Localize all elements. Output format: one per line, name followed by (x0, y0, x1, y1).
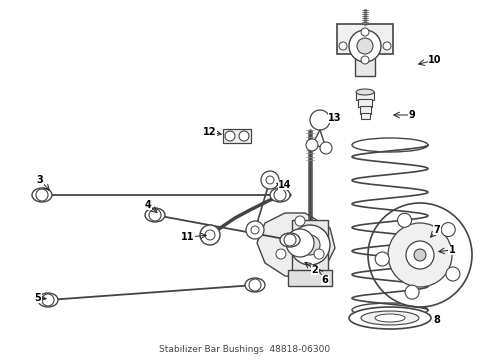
Circle shape (357, 38, 373, 54)
Circle shape (361, 56, 369, 64)
Ellipse shape (352, 303, 428, 317)
Circle shape (261, 171, 279, 189)
Ellipse shape (32, 188, 52, 202)
Ellipse shape (375, 314, 405, 322)
Circle shape (406, 241, 434, 269)
Bar (355, 54, 375, 76)
Ellipse shape (145, 208, 165, 222)
Circle shape (246, 221, 264, 239)
Circle shape (349, 30, 381, 62)
Ellipse shape (356, 89, 374, 95)
Circle shape (274, 189, 286, 201)
Text: 10: 10 (428, 55, 442, 65)
Bar (361, 113, 370, 119)
Ellipse shape (225, 131, 235, 141)
Ellipse shape (349, 307, 431, 329)
Bar (358, 99, 372, 107)
Circle shape (300, 235, 320, 255)
Circle shape (368, 203, 472, 307)
Circle shape (361, 28, 369, 36)
Ellipse shape (38, 293, 58, 307)
Text: 13: 13 (328, 113, 342, 123)
Text: 4: 4 (145, 200, 151, 210)
Bar (337, 24, 393, 54)
Circle shape (383, 42, 391, 50)
Ellipse shape (352, 138, 428, 152)
Text: 5: 5 (35, 293, 41, 303)
Bar (292, 220, 328, 275)
Circle shape (320, 142, 332, 154)
Circle shape (397, 213, 412, 227)
Text: 9: 9 (409, 110, 416, 120)
Circle shape (314, 249, 324, 259)
Circle shape (276, 249, 286, 259)
Circle shape (284, 234, 296, 246)
Circle shape (36, 189, 48, 201)
Circle shape (295, 216, 305, 226)
Text: 1: 1 (449, 245, 455, 255)
Circle shape (249, 279, 261, 291)
Circle shape (446, 267, 460, 281)
Circle shape (339, 42, 347, 50)
Circle shape (251, 226, 259, 234)
Bar (360, 106, 371, 114)
Text: 3: 3 (37, 175, 44, 185)
Text: 11: 11 (181, 232, 195, 242)
Text: 2: 2 (312, 265, 318, 275)
Text: 6: 6 (321, 275, 328, 285)
Circle shape (42, 294, 54, 306)
Bar (288, 270, 332, 286)
Bar (223, 129, 251, 143)
Text: Stabilizer Bar Bushings  48818-06300: Stabilizer Bar Bushings 48818-06300 (159, 345, 331, 354)
Circle shape (414, 249, 426, 261)
Circle shape (375, 252, 389, 266)
Text: 14: 14 (278, 180, 292, 190)
Circle shape (205, 230, 215, 240)
Bar (356, 92, 374, 100)
Circle shape (441, 222, 455, 237)
Circle shape (200, 225, 220, 245)
Circle shape (286, 229, 314, 257)
Ellipse shape (239, 131, 249, 141)
Circle shape (266, 176, 274, 184)
Circle shape (306, 139, 318, 151)
Text: 7: 7 (434, 225, 441, 235)
Ellipse shape (270, 188, 290, 202)
Ellipse shape (361, 311, 419, 325)
Ellipse shape (280, 233, 300, 247)
Ellipse shape (245, 278, 265, 292)
Circle shape (388, 223, 452, 287)
Text: 8: 8 (434, 315, 441, 325)
Circle shape (290, 225, 330, 265)
Circle shape (310, 110, 330, 130)
Polygon shape (257, 213, 335, 278)
Circle shape (405, 285, 419, 299)
Circle shape (149, 209, 161, 221)
Text: 12: 12 (203, 127, 217, 137)
